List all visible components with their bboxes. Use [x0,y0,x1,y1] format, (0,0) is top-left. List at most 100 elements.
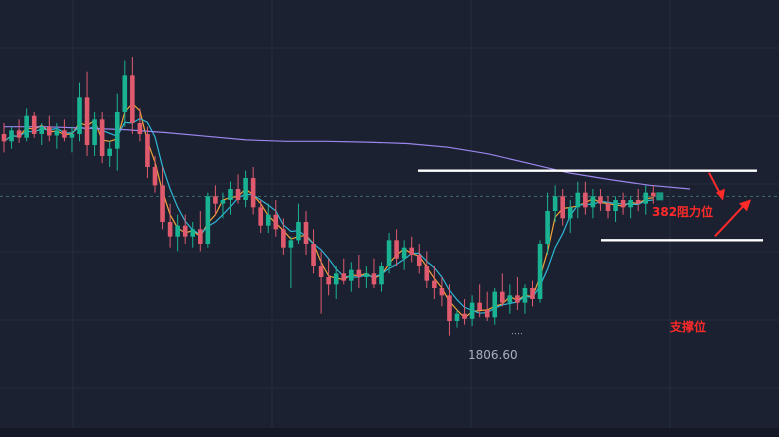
candle-body-1 [9,130,14,142]
candle-body-71 [537,244,543,299]
candle-body-8 [62,130,67,138]
candle-body-15 [114,112,120,149]
candle-body-85 [643,192,649,204]
candle-body-64 [484,310,490,318]
candle-body-17 [130,75,135,123]
candle-body-83 [628,200,633,208]
candle-body-33 [250,178,256,208]
candle-body-29 [220,200,226,204]
candle-body-51 [386,240,392,266]
candle-body-26 [198,229,203,244]
candle-body-38 [288,240,294,248]
candle-body-14 [107,148,112,156]
resistance-label: 382阻力位 [652,204,713,219]
candle-body-80 [605,203,611,211]
candle-body-75 [567,207,573,219]
candle-body-39 [296,222,301,241]
candle-body-40 [303,222,309,244]
candle-body-86 [651,192,656,197]
candle-body-58 [439,288,445,296]
candle-body-5 [39,126,45,134]
candle-body-12 [92,119,97,145]
candle-body-6 [47,126,52,136]
candle-body-45 [341,273,347,281]
candle-body-84 [635,200,641,204]
candle-body-68 [515,295,520,303]
annotations: 382阻力位 支撑位 [512,172,751,335]
candle-body-70 [530,288,535,299]
candle-body-22 [167,222,173,237]
candle-body-18 [137,123,143,134]
candle-body-66 [500,291,505,303]
candle-body-30 [228,189,233,200]
candle-body-47 [356,269,362,277]
candle-body-50 [379,266,384,285]
candle-body-23 [175,225,180,237]
candle-body-20 [152,167,158,186]
candle-body-16 [122,75,128,112]
candle-body-55 [416,255,422,266]
candle-body-74 [560,196,565,219]
last-price-marker [656,192,664,201]
candle-body-0 [1,134,7,142]
candle-body-42 [318,266,324,277]
candle-body-78 [590,196,596,208]
down-arrow-shaft [708,172,721,195]
candle-body-32 [243,178,248,200]
candle-body-76 [575,192,581,208]
candle-body-34 [258,207,263,226]
candle-body-48 [364,273,369,277]
candle-body-31 [235,189,241,200]
candle-body-37 [281,229,286,248]
candle-body-67 [507,295,513,303]
candle-body-11 [84,97,90,145]
up-arrow-shaft [714,204,745,238]
candle-body-3 [24,115,29,138]
candle-body-52 [394,240,399,259]
candle-body-49 [371,273,377,285]
candle-body-54 [409,247,414,255]
candle-body-41 [311,244,316,266]
level-lines [418,169,763,242]
candle-body-7 [54,130,60,136]
candle-body-72 [545,211,550,244]
candle-body-4 [31,115,37,134]
candle-body-2 [16,130,22,138]
candle-body-36 [273,214,279,230]
candle-body-46 [349,269,354,281]
support-label: 支撑位 [669,319,706,334]
candle-body-28 [213,196,218,204]
candle-body-65 [492,291,498,318]
candle-body-53 [401,247,407,259]
candle-body-82 [620,200,626,208]
candle-body-9 [69,134,75,138]
candle-body-57 [432,280,437,288]
candle-body-73 [552,196,558,211]
candle-body-25 [190,229,196,237]
candle-body-79 [598,196,603,204]
candle-body-35 [265,214,271,226]
candle-body-56 [424,266,430,281]
candle-body-19 [145,134,150,167]
bottom-time-strip [0,428,779,437]
candle-body-81 [613,200,618,211]
down-arrow-head [716,188,725,201]
candle-body-44 [333,273,339,285]
candle-body-43 [326,277,331,285]
candle-body-10 [77,97,82,134]
candle-body-60 [454,313,460,321]
candle-body-62 [469,302,475,319]
candle-body-24 [182,225,188,237]
up-arrow-head [739,199,751,212]
candle-body-69 [522,288,528,303]
candle-body-13 [99,119,105,156]
candle-body-77 [583,192,588,208]
candle-body-61 [462,313,467,319]
candle-body-27 [205,196,211,244]
candle-body-63 [477,302,482,310]
candle-body-21 [160,185,165,222]
